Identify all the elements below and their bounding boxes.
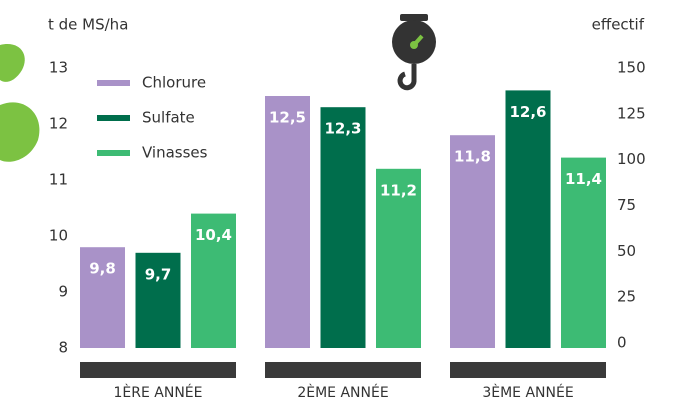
value-label: 10,4 [195,226,232,244]
value-label: 9,7 [145,265,172,283]
legend-label: Chlorure [142,74,206,92]
y2-tick-label: 150 [617,59,646,77]
category-band [80,362,236,378]
legend-label: Sulfate [142,109,195,127]
scale-icon [392,14,436,91]
legend-label: Vinasses [142,144,208,162]
x-tick-label: 1ÈRE ANNÉE [114,384,203,400]
value-label: 12,5 [269,109,306,127]
bar [80,247,125,348]
category-band [450,362,606,378]
y2-tick-label: 50 [617,242,636,260]
legend-swatch [97,115,130,121]
bar [561,157,606,348]
legend-swatch [97,80,130,86]
y-tick-label: 8 [58,339,68,357]
x-tick-label: 2ÈME ANNÉE [297,384,388,400]
value-label: 12,6 [509,103,546,121]
y2-tick-label: 0 [617,334,627,352]
category-band [265,362,421,378]
y-tick-label: 10 [49,227,68,245]
y-tick-label: 13 [49,59,68,77]
y2-tick-label: 100 [617,150,646,168]
y2-tick-label: 125 [617,104,646,122]
bar [450,135,495,348]
value-label: 11,2 [380,181,417,199]
bar [135,252,181,348]
bar [505,90,551,349]
y-tick-label: 11 [49,171,68,189]
leaf-decoration [0,44,40,162]
bar [320,107,366,348]
value-label: 12,3 [324,120,361,138]
bar [191,213,236,348]
bar [265,96,310,348]
y-axis-title: t de MS/ha [48,16,128,34]
x-tick-label: 3ÈME ANNÉE [482,384,573,400]
legend-swatch [97,150,130,156]
y2-tick-label: 25 [617,288,636,306]
y-tick-label: 9 [58,283,68,301]
bar [376,168,421,348]
value-label: 9,8 [89,260,116,278]
y2-tick-label: 75 [617,196,636,214]
value-label: 11,8 [454,148,491,166]
value-label: 11,4 [565,170,602,188]
y2-axis-title: effectif [592,16,645,34]
y-tick-label: 12 [49,115,68,133]
